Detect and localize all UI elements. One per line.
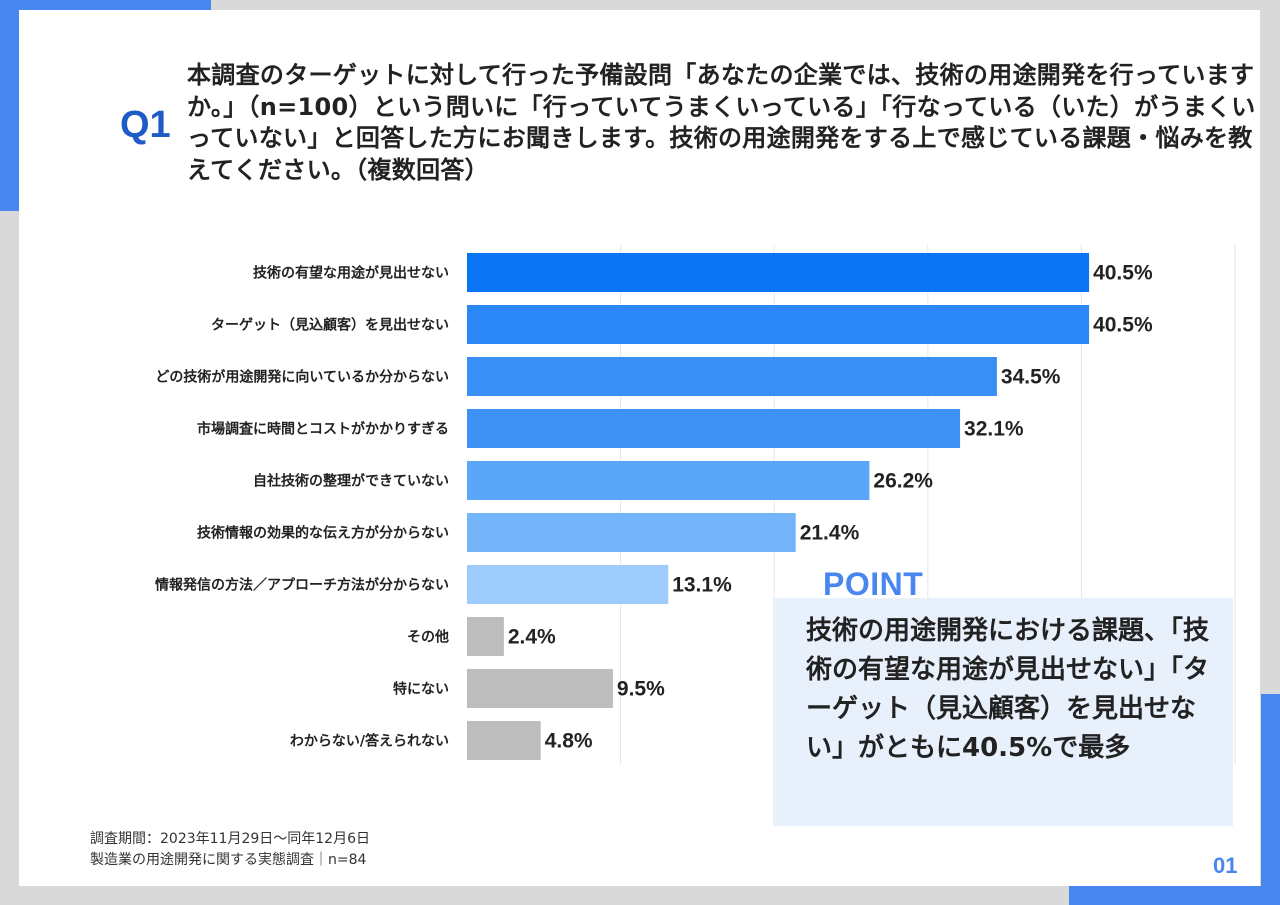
category-label: その他 — [407, 629, 449, 646]
corner-accent-bottom-right — [1261, 694, 1280, 905]
chart-category-labels: 技術の有望な用途が見出せないターゲット（見込顧客）を見出せないどの技術が用途開発… — [155, 265, 449, 750]
survey-source-note: 製造業の用途開発に関する実態調査｜n=84 — [90, 852, 367, 868]
point-text: 技術の用途開発における課題、「技術の有望な用途が見出せない」「ターゲット（見込顧… — [806, 616, 1210, 763]
category-label: 特にない — [393, 681, 449, 698]
value-label: 13.1% — [672, 574, 732, 597]
bar — [467, 721, 541, 760]
category-label: 自社技術の整理ができていない — [253, 473, 449, 490]
category-label: 情報発信の方法／アプローチ方法が分からない — [155, 577, 449, 594]
bar — [467, 669, 613, 708]
value-label: 32.1% — [964, 418, 1024, 441]
bar — [467, 513, 796, 552]
category-label: わからない/答えられない — [290, 733, 449, 750]
value-label: 34.5% — [1001, 366, 1061, 389]
bar — [467, 409, 961, 448]
corner-accent-top-left — [0, 0, 19, 211]
question-number: Q1 — [120, 104, 171, 146]
value-label: 2.4% — [508, 626, 556, 649]
category-label: 市場調査に時間とコストがかかりすぎる — [197, 421, 449, 438]
bar — [467, 357, 997, 396]
category-label: どの技術が用途開発に向いているか分からない — [155, 369, 449, 386]
value-label: 21.4% — [800, 522, 860, 545]
value-label: 4.8% — [545, 730, 593, 753]
bar — [467, 617, 504, 656]
value-label: 9.5% — [617, 678, 665, 701]
category-label: ターゲット（見込顧客）を見出せない — [211, 317, 449, 334]
value-label: 40.5% — [1093, 262, 1153, 285]
page-number: 01 — [1213, 853, 1238, 878]
survey-period-note: 調査期間：2023年11月29日～同年12月6日 — [90, 831, 370, 847]
bar — [467, 565, 669, 604]
value-label: 26.2% — [873, 470, 933, 493]
question-text: 本調査のターゲットに対して行った予備設問「あなたの企業では、技術の用途開発を行っ… — [187, 61, 1256, 184]
point-title: POINT — [823, 566, 924, 602]
category-label: 技術の有望な用途が見出せない — [253, 265, 449, 282]
point-box — [773, 598, 1233, 826]
chart-value-labels: 40.5% 40.5% 34.5% 32.1% 26.2% 21.4% 13.1% 2.4% 9… — [508, 262, 1153, 753]
bar — [467, 253, 1090, 292]
value-label: 40.5% — [1093, 314, 1153, 337]
bar — [467, 305, 1090, 344]
bar — [467, 461, 870, 500]
category-label: 技術情報の効果的な伝え方が分からない — [197, 525, 449, 542]
chart-bars — [467, 253, 1090, 760]
corner-accent-bottom-right-horizontal — [1069, 886, 1280, 905]
